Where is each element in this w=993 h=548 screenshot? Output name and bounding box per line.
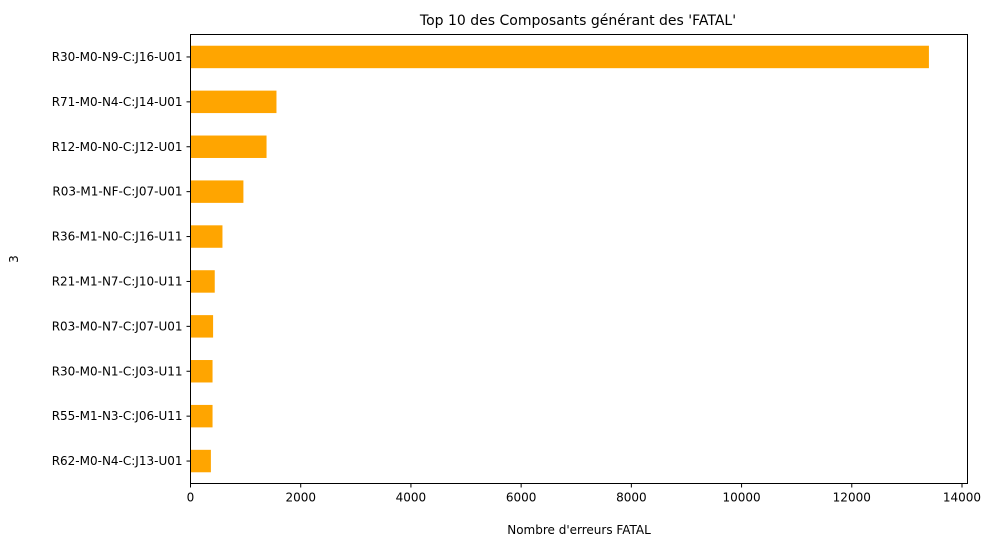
bar-9 [190, 404, 213, 428]
bar-10 [190, 449, 211, 473]
bar-8 [190, 360, 213, 383]
y-tick-label: R03-M1-NF-C:J07-U01 [52, 185, 182, 199]
x-axis: 0 2000 4000 6000 8000 10000 12000 14000 [187, 483, 981, 505]
chart-title: Top 10 des Composants générant des 'FATA… [419, 13, 736, 29]
x-tick-label: 2000 [285, 491, 316, 505]
x-axis-title: Nombre d'erreurs FATAL [507, 523, 651, 537]
bar-1 [190, 45, 929, 69]
y-tick-label: R36-M1-N0-C:J16-U11 [52, 230, 183, 244]
plot-frame [190, 34, 968, 484]
y-axis: R30-M0-N9-C:J16-U01 R71-M0-N4-C:J14-U01 R1… [52, 50, 191, 468]
bar-5 [190, 225, 223, 248]
bar-4 [190, 180, 244, 203]
bar-6 [190, 270, 215, 293]
x-tick-label: 6000 [506, 491, 537, 505]
bar-3 [190, 135, 267, 158]
y-tick-label: R55-M1-N3-C:J06-U11 [52, 409, 183, 423]
y-tick-label: R21-M1-N7-C:J10-U11 [52, 274, 183, 288]
y-axis-title: 3 [7, 255, 21, 263]
y-tick-label: R03-M0-N7-C:J07-U01 [52, 319, 183, 333]
x-tick-label: 8000 [616, 491, 647, 505]
x-tick-label: 0 [187, 491, 195, 505]
bars-group [190, 45, 929, 473]
y-tick-label: R62-M0-N4-C:J13-U01 [52, 454, 183, 468]
x-tick-label: 4000 [396, 491, 427, 505]
bar-2 [190, 90, 277, 114]
x-tick-label: 14000 [943, 491, 981, 505]
x-tick-label: 12000 [833, 491, 871, 505]
y-tick-label: R71-M0-N4-C:J14-U01 [52, 95, 183, 109]
y-tick-label: R12-M0-N0-C:J12-U01 [52, 140, 183, 154]
bar-7 [190, 315, 214, 338]
y-tick-label: R30-M0-N9-C:J16-U01 [52, 50, 183, 64]
y-tick-label: R30-M0-N1-C:J03-U11 [52, 364, 183, 378]
x-tick-label: 10000 [722, 491, 760, 505]
